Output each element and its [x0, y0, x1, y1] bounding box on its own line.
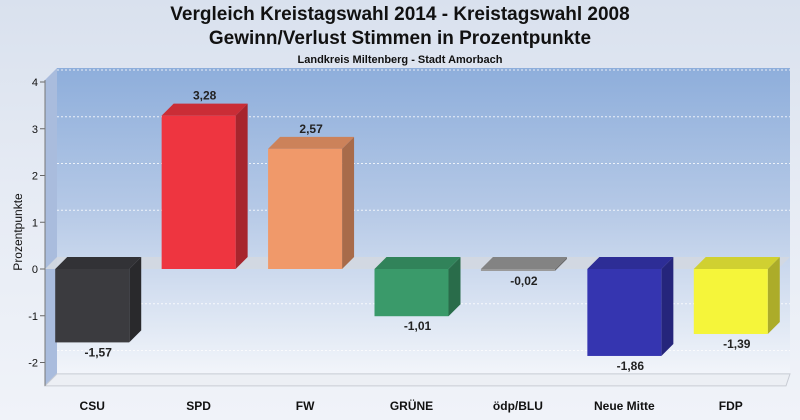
bar-top [161, 103, 248, 116]
chart-title: Vergleich Kreistagswahl 2014 - Kreistags… [170, 4, 630, 25]
x-tick-label: GRÜNE [390, 398, 433, 413]
bar [374, 257, 461, 317]
bar [161, 103, 248, 269]
bar-top [587, 257, 674, 269]
bar-top [374, 257, 461, 269]
bar-side [235, 103, 248, 269]
data-label: -1,57 [85, 345, 113, 359]
bar-top [268, 136, 355, 149]
chart-subtitle-region: Landkreis Miltenberg - Stadt Amorbach [297, 54, 503, 66]
data-label: -1,86 [617, 359, 645, 373]
x-tick-label: CSU [80, 399, 105, 413]
bar-top [693, 257, 780, 269]
data-label: -1,01 [404, 319, 432, 333]
data-label: 2,57 [299, 122, 323, 136]
bar [693, 257, 780, 334]
bar-front [161, 115, 236, 269]
y-tick-label: -2 [28, 358, 38, 370]
y-tick-label: -1 [28, 311, 38, 323]
y-tick-label: 2 [32, 171, 38, 183]
y-tick-label: 0 [32, 264, 38, 276]
bar-front [693, 269, 768, 334]
x-tick-label: SPD [186, 399, 211, 413]
bar-top [55, 257, 142, 269]
x-tick-label: ödp/BLU [493, 399, 543, 413]
x-tick-label: FDP [719, 399, 743, 413]
bar [587, 257, 674, 356]
bar [55, 257, 142, 343]
bar-front [480, 269, 555, 271]
data-label: -1,39 [723, 337, 751, 351]
data-label: -0,02 [510, 274, 538, 288]
bar-side [767, 257, 780, 334]
chart-subtitle: Gewinn/Verlust Stimmen in Prozentpunkte [208, 28, 592, 49]
bar-side [342, 136, 355, 269]
bar-side [448, 257, 461, 317]
plot-floor [43, 373, 791, 387]
bar-front [268, 148, 343, 269]
bar-side [129, 257, 142, 343]
bar [268, 136, 355, 269]
bar-front [587, 269, 662, 356]
plot-side-wall [45, 68, 57, 386]
bar-front [374, 269, 449, 317]
bar [480, 257, 567, 271]
bar-top [480, 257, 567, 269]
data-label: 3,28 [193, 89, 217, 103]
bar-side [661, 257, 674, 356]
y-axis-label: Prozentpunkte [11, 193, 25, 271]
y-tick-label: 3 [32, 124, 38, 136]
y-tick-label: 4 [32, 77, 38, 89]
y-tick-label: 1 [32, 217, 38, 229]
bar-front [55, 269, 130, 343]
x-tick-label: Neue Mitte [594, 399, 655, 413]
x-tick-label: FW [296, 399, 315, 413]
bar-side [554, 257, 567, 271]
